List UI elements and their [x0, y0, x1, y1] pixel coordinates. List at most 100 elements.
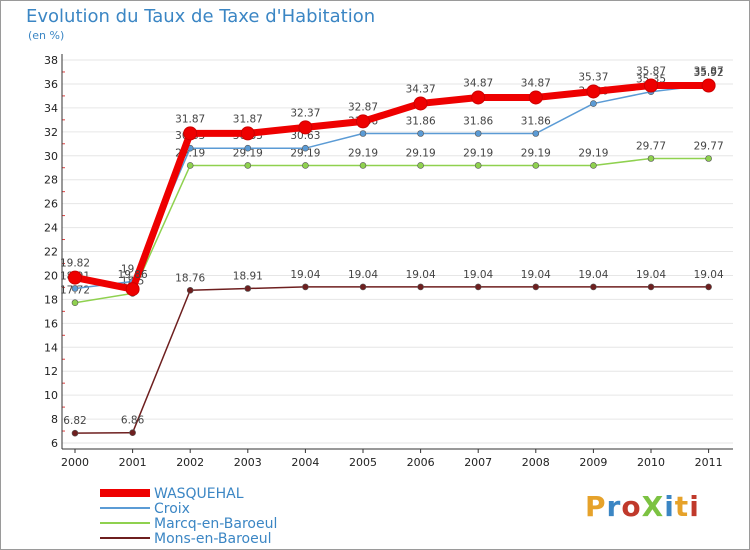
logo-letter: P	[585, 490, 607, 523]
data-point	[474, 283, 482, 291]
y-tick-label: 8	[51, 413, 58, 426]
data-label: 29.19	[348, 147, 378, 159]
logo-letter: i	[664, 490, 675, 523]
y-tick-label: 6	[51, 437, 58, 450]
y-tick-label: 12	[44, 365, 58, 378]
legend-label: Croix	[154, 501, 190, 517]
data-point	[532, 283, 540, 291]
data-label: 29.77	[694, 141, 724, 153]
x-tick-label: 2008	[522, 456, 550, 469]
data-point	[186, 286, 194, 294]
data-label: 19.82	[60, 258, 90, 270]
data-label: 31.87	[175, 113, 205, 125]
data-label: 35.37	[578, 71, 608, 83]
data-label: 19.04	[578, 269, 608, 281]
data-point	[240, 126, 255, 141]
y-tick-label: 34	[44, 102, 58, 115]
data-point	[244, 144, 252, 152]
data-point	[71, 299, 79, 307]
data-label: 29.19	[463, 147, 493, 159]
data-point	[701, 78, 716, 93]
y-tick-label: 14	[44, 341, 58, 354]
data-point	[647, 155, 655, 162]
logo-letter: i	[689, 490, 700, 523]
data-label: 30.63	[290, 130, 320, 142]
data-label: 29.19	[521, 147, 551, 159]
data-label: 18.76	[175, 272, 205, 284]
y-tick-label: 26	[44, 198, 58, 211]
data-point	[417, 130, 424, 137]
y-tick-label: 38	[44, 54, 58, 67]
series-line-marcq-en-baroeul	[74, 157, 709, 304]
data-point	[647, 283, 655, 291]
data-point	[359, 162, 367, 169]
data-label: 18.91	[233, 270, 263, 282]
data-point	[71, 429, 79, 437]
data-point	[244, 285, 252, 292]
data-label: 31.86	[463, 115, 493, 127]
y-tick-label: 22	[44, 246, 58, 259]
data-label: 35.92	[694, 67, 724, 79]
data-label: 29.19	[290, 147, 320, 159]
data-point	[244, 162, 252, 169]
proxiti-logo: ProXiti	[585, 490, 700, 523]
data-label: 6.82	[63, 415, 86, 427]
logo-letter: o	[621, 490, 642, 523]
data-point	[71, 285, 79, 292]
x-tick-label: 2010	[637, 456, 665, 469]
data-point	[586, 84, 601, 99]
data-label: 31.86	[406, 115, 436, 127]
data-point	[532, 162, 540, 169]
data-label: 19.86	[118, 269, 148, 281]
data-label: 34.87	[521, 77, 551, 89]
data-point	[186, 162, 194, 169]
data-point	[705, 155, 712, 162]
x-tick-label: 2001	[119, 456, 147, 469]
x-tick-label: 2002	[176, 456, 204, 469]
logo-letter: t	[674, 490, 690, 523]
data-point	[302, 162, 309, 169]
y-tick-label: 10	[44, 389, 58, 402]
data-point	[68, 270, 82, 285]
x-tick-label: 2009	[579, 456, 607, 469]
data-point	[532, 130, 540, 137]
data-label: 19.04	[694, 269, 724, 281]
x-tick-label: 2003	[234, 456, 262, 469]
data-label: 19.04	[521, 269, 551, 281]
data-point	[474, 130, 482, 137]
logo-letter: r	[606, 490, 622, 523]
data-label: 34.37	[406, 83, 436, 95]
legend-label: Mons-en-Baroeul	[154, 531, 271, 547]
data-point	[129, 429, 136, 437]
data-label: 19.04	[406, 269, 436, 281]
y-tick-label: 28	[44, 174, 58, 187]
y-tick-label: 32	[44, 126, 58, 139]
x-tick-label: 2006	[407, 456, 435, 469]
data-label: 31.86	[521, 115, 551, 127]
data-label: 32.87	[348, 101, 378, 113]
data-label: 19.04	[463, 269, 493, 281]
y-tick-label: 36	[44, 78, 58, 91]
x-tick-label: 2004	[291, 456, 319, 469]
series-line-croix	[74, 84, 709, 290]
x-tick-label: 2005	[349, 456, 377, 469]
data-point	[474, 162, 482, 169]
data-point	[302, 283, 309, 291]
data-point	[298, 120, 313, 135]
data-point	[417, 162, 424, 169]
legend-label: WASQUEHAL	[154, 486, 244, 502]
legend-label: Marcq-en-Baroeul	[154, 516, 277, 532]
data-point	[644, 78, 658, 93]
data-label: 34.87	[463, 77, 493, 89]
data-label: 19.04	[348, 269, 378, 281]
data-point	[359, 283, 367, 291]
data-label: 29.77	[636, 141, 666, 153]
y-tick-label: 30	[44, 150, 58, 163]
data-label: 6.86	[121, 415, 145, 427]
y-unit-label: (en %)	[28, 29, 65, 42]
data-point	[528, 90, 543, 105]
data-point	[302, 144, 309, 152]
data-point	[359, 130, 367, 137]
data-label: 19.04	[290, 269, 320, 281]
